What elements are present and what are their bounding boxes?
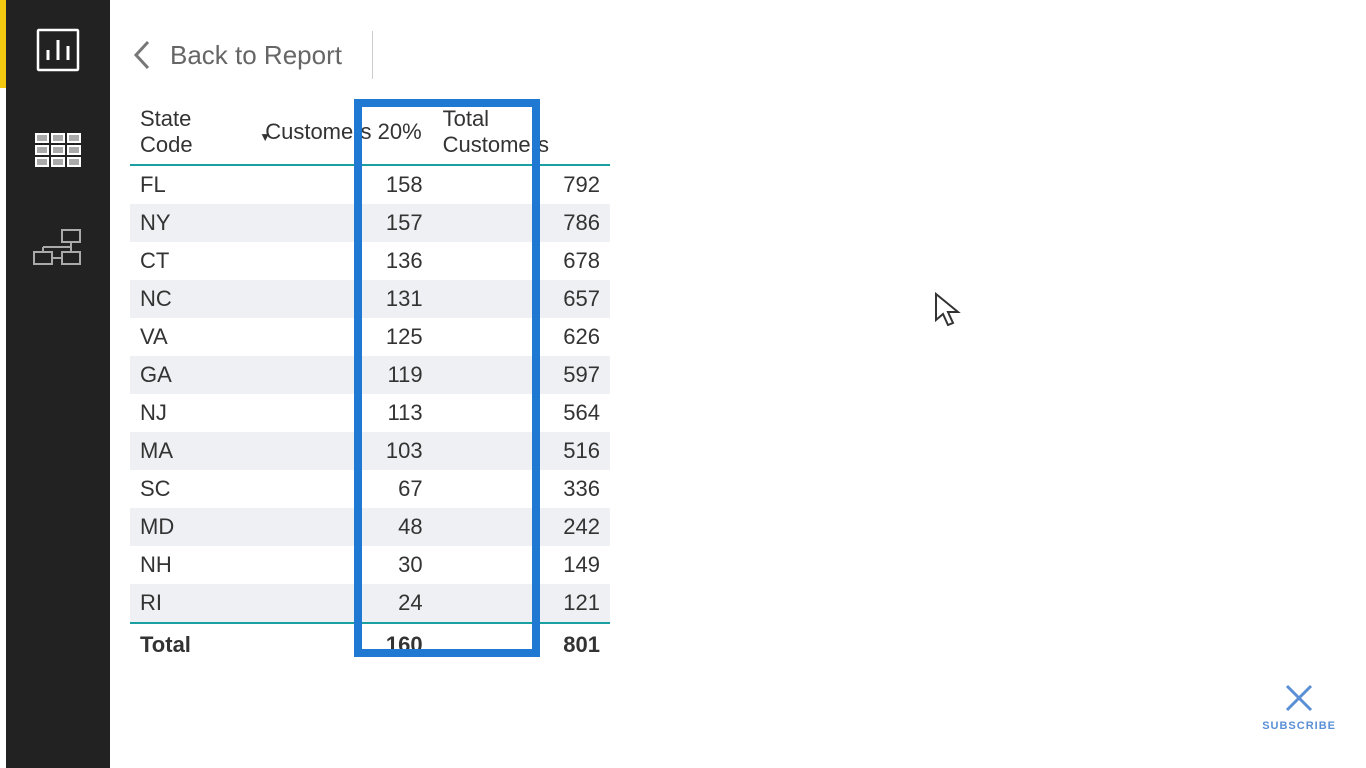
cell-state: NH bbox=[130, 546, 255, 584]
table-row[interactable]: MD48242 bbox=[130, 508, 610, 546]
cell-state: NC bbox=[130, 280, 255, 318]
cell-total: 242 bbox=[433, 508, 610, 546]
sidebar-item-model[interactable] bbox=[6, 210, 110, 290]
cell-customers20: 131 bbox=[255, 280, 432, 318]
cell-state: GA bbox=[130, 356, 255, 394]
cell-customers20: 48 bbox=[255, 508, 432, 546]
sidebar-item-data[interactable] bbox=[6, 110, 110, 190]
cell-total: 516 bbox=[433, 432, 610, 470]
cell-customers20: 24 bbox=[255, 584, 432, 623]
total-label: Total bbox=[130, 623, 255, 664]
back-button[interactable] bbox=[130, 38, 154, 72]
cell-total: 786 bbox=[433, 204, 610, 242]
table-icon bbox=[34, 130, 82, 170]
cell-state: FL bbox=[130, 165, 255, 204]
cursor-icon bbox=[934, 292, 962, 333]
table-row[interactable]: VA125626 bbox=[130, 318, 610, 356]
cell-customers20: 119 bbox=[255, 356, 432, 394]
table-row[interactable]: GA119597 bbox=[130, 356, 610, 394]
table-row[interactable]: SC67336 bbox=[130, 470, 610, 508]
table-total-row: Total 160 801 bbox=[130, 623, 610, 664]
cell-total: 597 bbox=[433, 356, 610, 394]
back-label[interactable]: Back to Report bbox=[170, 40, 342, 71]
cell-customers20: 136 bbox=[255, 242, 432, 280]
model-icon bbox=[32, 228, 84, 272]
subscribe-watermark: SUBSCRIBE bbox=[1262, 680, 1336, 732]
cell-state: SC bbox=[130, 470, 255, 508]
cell-state: NY bbox=[130, 204, 255, 242]
total-c20: 160 bbox=[255, 623, 432, 664]
cell-customers20: 113 bbox=[255, 394, 432, 432]
chevron-left-icon bbox=[130, 38, 154, 72]
sidebar bbox=[6, 0, 110, 768]
column-header-customers20-label: Customers 20% bbox=[265, 119, 422, 144]
table-row[interactable]: CT136678 bbox=[130, 242, 610, 280]
subscribe-label: SUBSCRIBE bbox=[1262, 720, 1336, 732]
table-row[interactable]: FL158792 bbox=[130, 165, 610, 204]
cell-customers20: 125 bbox=[255, 318, 432, 356]
sidebar-item-report[interactable] bbox=[6, 10, 110, 90]
cell-total: 564 bbox=[433, 394, 610, 432]
cell-total: 792 bbox=[433, 165, 610, 204]
data-table: State Code Customers 20% ▼ Total Custome… bbox=[130, 100, 610, 664]
cell-total: 336 bbox=[433, 470, 610, 508]
column-header-customers20[interactable]: Customers 20% ▼ bbox=[255, 100, 432, 165]
cell-state: NJ bbox=[130, 394, 255, 432]
table-row[interactable]: RI24121 bbox=[130, 584, 610, 623]
cell-customers20: 158 bbox=[255, 165, 432, 204]
total-total: 801 bbox=[433, 623, 610, 664]
cell-state: VA bbox=[130, 318, 255, 356]
cell-total: 678 bbox=[433, 242, 610, 280]
main-canvas: Back to Report State Code Customers 20% … bbox=[110, 0, 1366, 768]
cell-total: 121 bbox=[433, 584, 610, 623]
table-header-row: State Code Customers 20% ▼ Total Custome… bbox=[130, 100, 610, 165]
cell-state: MD bbox=[130, 508, 255, 546]
table-row[interactable]: NH30149 bbox=[130, 546, 610, 584]
column-header-state[interactable]: State Code bbox=[130, 100, 255, 165]
cell-state: MA bbox=[130, 432, 255, 470]
cell-total: 626 bbox=[433, 318, 610, 356]
cell-total: 149 bbox=[433, 546, 610, 584]
cell-customers20: 30 bbox=[255, 546, 432, 584]
column-header-total[interactable]: Total Customers bbox=[433, 100, 610, 165]
table-row[interactable]: NC131657 bbox=[130, 280, 610, 318]
divider bbox=[372, 31, 373, 79]
cell-state: CT bbox=[130, 242, 255, 280]
dna-icon bbox=[1281, 680, 1317, 716]
sort-desc-icon: ▼ bbox=[259, 130, 271, 144]
cell-customers20: 103 bbox=[255, 432, 432, 470]
cell-customers20: 67 bbox=[255, 470, 432, 508]
cell-customers20: 157 bbox=[255, 204, 432, 242]
cell-total: 657 bbox=[433, 280, 610, 318]
table-row[interactable]: NJ113564 bbox=[130, 394, 610, 432]
bar-chart-icon bbox=[34, 26, 82, 74]
back-to-report-row: Back to Report bbox=[130, 30, 1346, 80]
table-row[interactable]: MA103516 bbox=[130, 432, 610, 470]
cell-state: RI bbox=[130, 584, 255, 623]
table-row[interactable]: NY157786 bbox=[130, 204, 610, 242]
